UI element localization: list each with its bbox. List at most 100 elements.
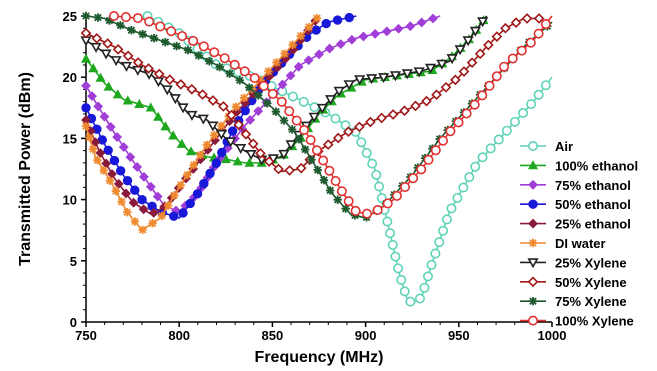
data-point xyxy=(227,126,238,136)
data-point xyxy=(169,211,179,221)
data-point xyxy=(516,45,527,56)
data-point xyxy=(499,61,510,72)
data-point xyxy=(102,38,113,49)
data-point xyxy=(284,165,295,176)
data-point xyxy=(145,181,156,192)
legend-label: Air xyxy=(555,139,573,154)
data-point xyxy=(108,11,119,21)
data-point xyxy=(196,150,205,160)
data-point xyxy=(116,21,125,30)
data-point xyxy=(183,45,193,55)
legend-label: 50% Xylene xyxy=(555,275,627,290)
data-point xyxy=(81,80,91,91)
data-point xyxy=(343,196,354,207)
data-point xyxy=(319,175,329,185)
series-line xyxy=(85,15,441,213)
data-point xyxy=(343,80,355,91)
legend-item: 25% ethanol xyxy=(520,217,631,232)
data-point xyxy=(235,76,244,85)
data-point xyxy=(112,89,123,99)
data-point xyxy=(207,121,219,132)
legend-label: 75% Xylene xyxy=(555,294,627,309)
y-tick-label: 0 xyxy=(70,315,77,330)
data-point xyxy=(232,156,243,166)
data-point xyxy=(112,43,124,55)
data-point xyxy=(291,115,302,126)
x-axis-title: Frequency (MHz) xyxy=(255,349,384,366)
data-point xyxy=(491,31,503,42)
data-point xyxy=(88,144,98,154)
data-point xyxy=(235,144,247,155)
data-point xyxy=(160,121,171,131)
data-point xyxy=(256,76,265,85)
data-point xyxy=(202,140,212,150)
data-point xyxy=(155,21,166,32)
data-point xyxy=(382,198,393,209)
data-point xyxy=(284,106,295,117)
data-point xyxy=(438,135,449,146)
data-point xyxy=(430,248,441,259)
data-point xyxy=(438,225,449,236)
data-point xyxy=(350,205,361,216)
data-point xyxy=(103,145,113,156)
data-point xyxy=(374,181,385,192)
data-point xyxy=(110,56,122,67)
data-point xyxy=(153,68,165,80)
y-tick-label: 25 xyxy=(63,9,77,24)
data-point xyxy=(390,251,401,262)
data-point xyxy=(416,164,427,175)
axes xyxy=(85,16,552,323)
data-point xyxy=(533,13,545,24)
x-tick-label: 750 xyxy=(75,328,97,343)
data-point xyxy=(399,105,410,117)
data-point xyxy=(226,109,237,121)
data-point xyxy=(453,117,464,128)
data-point xyxy=(509,116,520,127)
data-point xyxy=(391,190,402,201)
data-point xyxy=(405,21,416,32)
data-point xyxy=(178,208,188,218)
data-point xyxy=(163,201,173,210)
data-point xyxy=(81,11,91,21)
data-point xyxy=(295,162,307,174)
data-point xyxy=(335,39,346,50)
data-point xyxy=(99,111,110,122)
data-point xyxy=(347,34,357,45)
data-point xyxy=(399,286,410,297)
data-point xyxy=(434,237,445,248)
legend-label: 50% ethanol xyxy=(555,197,631,212)
data-point xyxy=(103,81,114,91)
data-point xyxy=(311,145,322,156)
data-point xyxy=(231,102,241,112)
data-point xyxy=(414,293,425,304)
data-point xyxy=(130,185,140,195)
data-point xyxy=(301,145,310,154)
data-point xyxy=(278,149,290,160)
data-point xyxy=(85,133,94,142)
legend-marker xyxy=(527,141,538,152)
y-tick-label: 15 xyxy=(63,131,77,146)
data-point xyxy=(341,204,350,213)
series-layer xyxy=(80,11,553,307)
data-point xyxy=(185,146,196,156)
x-tick-label: 800 xyxy=(168,328,190,343)
data-point xyxy=(127,25,136,35)
data-point xyxy=(296,31,305,41)
data-point xyxy=(288,40,297,49)
series-75-ethanol xyxy=(81,13,441,216)
data-point xyxy=(413,67,425,78)
data-point xyxy=(122,95,133,105)
data-point xyxy=(408,173,419,184)
data-point xyxy=(267,88,278,99)
series-line xyxy=(85,15,488,162)
data-point xyxy=(285,140,297,151)
data-point xyxy=(138,204,149,215)
data-point xyxy=(249,73,260,84)
data-point xyxy=(139,171,149,182)
data-point xyxy=(219,53,230,64)
y-tick-label: 5 xyxy=(70,254,77,269)
data-point xyxy=(161,85,173,96)
data-point xyxy=(387,109,399,120)
data-point xyxy=(194,51,203,60)
data-point xyxy=(229,59,240,70)
